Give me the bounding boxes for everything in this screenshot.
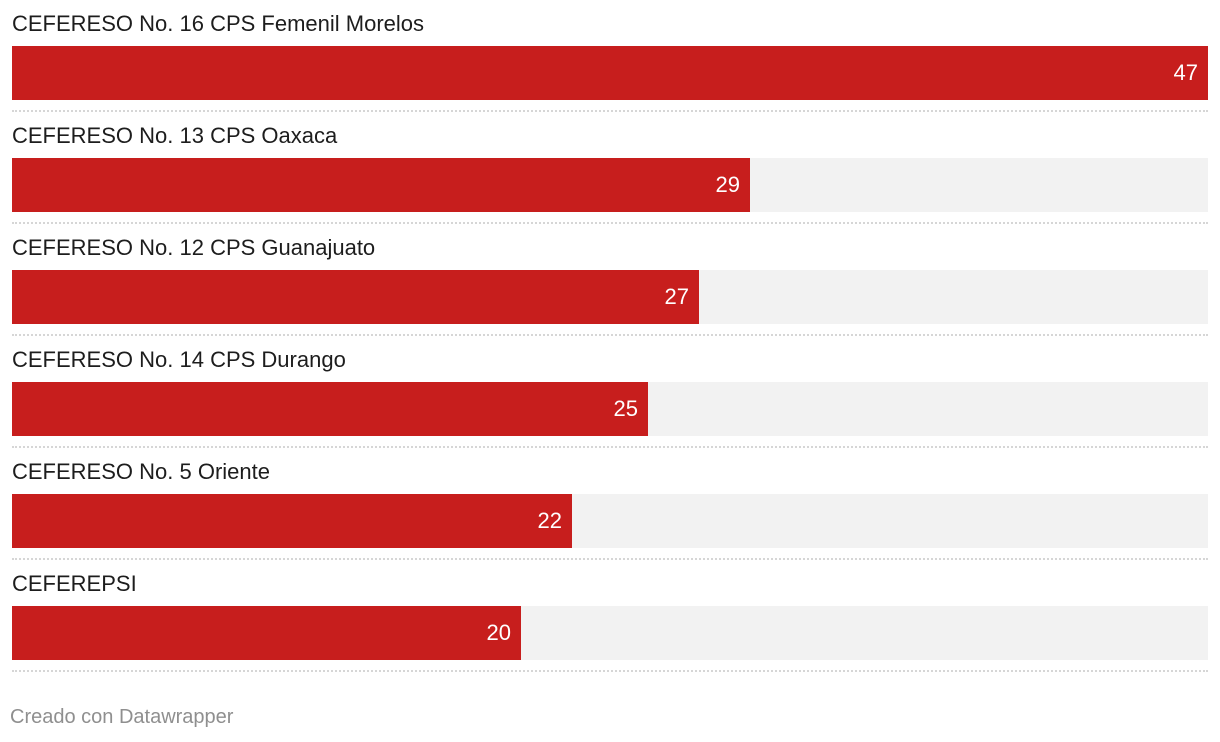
bar: 25 (12, 382, 648, 436)
bar: 27 (12, 270, 699, 324)
row-divider (12, 558, 1208, 560)
bar-value-label: 29 (715, 172, 740, 197)
bar-row: CEFERESO No. 14 CPS Durango 25 (12, 336, 1208, 448)
bar-track: 29 (12, 158, 1208, 212)
bar: 47 (12, 46, 1208, 100)
datawrapper-credit: Creado con Datawrapper (10, 706, 234, 728)
bar-value-label: 25 (613, 396, 638, 421)
row-divider (12, 334, 1208, 336)
bar-value-label: 47 (1173, 60, 1198, 85)
category-label: CEFERESO No. 13 CPS Oaxaca (12, 123, 338, 148)
category-label: CEFEREPSI (12, 571, 137, 596)
bar-chart: CEFERESO No. 16 CPS Femenil Morelos 47 CEF… (12, 0, 1208, 672)
bar: 20 (12, 606, 521, 660)
category-label: CEFERESO No. 16 CPS Femenil Morelos (12, 11, 425, 36)
bar: 22 (12, 494, 572, 548)
bar-value-label: 22 (537, 508, 562, 533)
bar-row: CEFERESO No. 16 CPS Femenil Morelos 47 (12, 0, 1208, 112)
category-label: CEFERESO No. 12 CPS Guanajuato (12, 235, 376, 260)
category-label: CEFERESO No. 14 CPS Durango (12, 347, 346, 372)
category-label: CEFERESO No. 5 Oriente (12, 459, 270, 484)
row-divider (12, 446, 1208, 448)
row-divider (12, 110, 1208, 112)
row-divider (12, 670, 1208, 672)
bar-track: 25 (12, 382, 1208, 436)
bar-value-label: 27 (664, 284, 689, 309)
bar-value-label: 20 (486, 620, 511, 645)
bar-row: CEFEREPSI 20 (12, 560, 1208, 672)
bar-track: 27 (12, 270, 1208, 324)
bar-row: CEFERESO No. 12 CPS Guanajuato 27 (12, 224, 1208, 336)
bar-row: CEFERESO No. 5 Oriente 22 (12, 448, 1208, 560)
bar-track: 47 (12, 46, 1208, 100)
bar-row: CEFERESO No. 13 CPS Oaxaca 29 (12, 112, 1208, 224)
row-divider (12, 222, 1208, 224)
bar-track: 22 (12, 494, 1208, 548)
bar: 29 (12, 158, 750, 212)
bar-track: 20 (12, 606, 1208, 660)
